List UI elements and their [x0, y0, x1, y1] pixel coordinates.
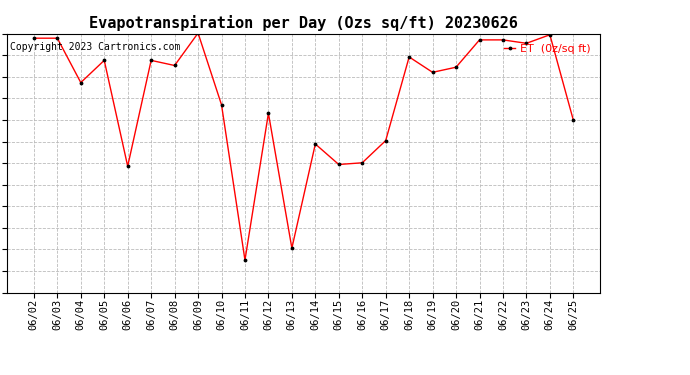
ET  (0z/sq ft) — [569, 118, 578, 122]
ET  (0z/sq ft) — [217, 102, 226, 107]
ET  (0z/sq ft) — [499, 38, 507, 42]
ET  (0z/sq ft) — [288, 246, 296, 250]
ET  (0z/sq ft) — [335, 162, 343, 167]
ET  (0z/sq ft) — [241, 258, 249, 262]
ET  (0z/sq ft) — [100, 58, 108, 63]
ET  (0z/sq ft) — [475, 38, 484, 42]
ET  (0z/sq ft) — [124, 164, 132, 168]
ET  (0z/sq ft) — [53, 36, 61, 40]
ET  (0z/sq ft) — [358, 160, 366, 165]
Title: Evapotranspiration per Day (Ozs sq/ft) 20230626: Evapotranspiration per Day (Ozs sq/ft) 2… — [89, 15, 518, 31]
ET  (0z/sq ft) — [428, 70, 437, 75]
ET  (0z/sq ft) — [77, 80, 85, 85]
ET  (0z/sq ft) — [311, 142, 319, 146]
ET  (0z/sq ft) — [546, 33, 554, 37]
ET  (0z/sq ft) — [264, 111, 273, 116]
Line: ET  (0z/sq ft): ET (0z/sq ft) — [32, 31, 575, 262]
ET  (0z/sq ft) — [522, 41, 531, 45]
ET  (0z/sq ft) — [405, 55, 413, 59]
ET  (0z/sq ft) — [30, 36, 38, 40]
Text: Copyright 2023 Cartronics.com: Copyright 2023 Cartronics.com — [10, 42, 180, 51]
ET  (0z/sq ft) — [170, 63, 179, 68]
Legend: ET  (0z/sq ft): ET (0z/sq ft) — [500, 39, 595, 58]
ET  (0z/sq ft) — [452, 65, 460, 69]
ET  (0z/sq ft) — [194, 31, 202, 35]
ET  (0z/sq ft) — [147, 58, 155, 63]
ET  (0z/sq ft) — [382, 138, 390, 143]
